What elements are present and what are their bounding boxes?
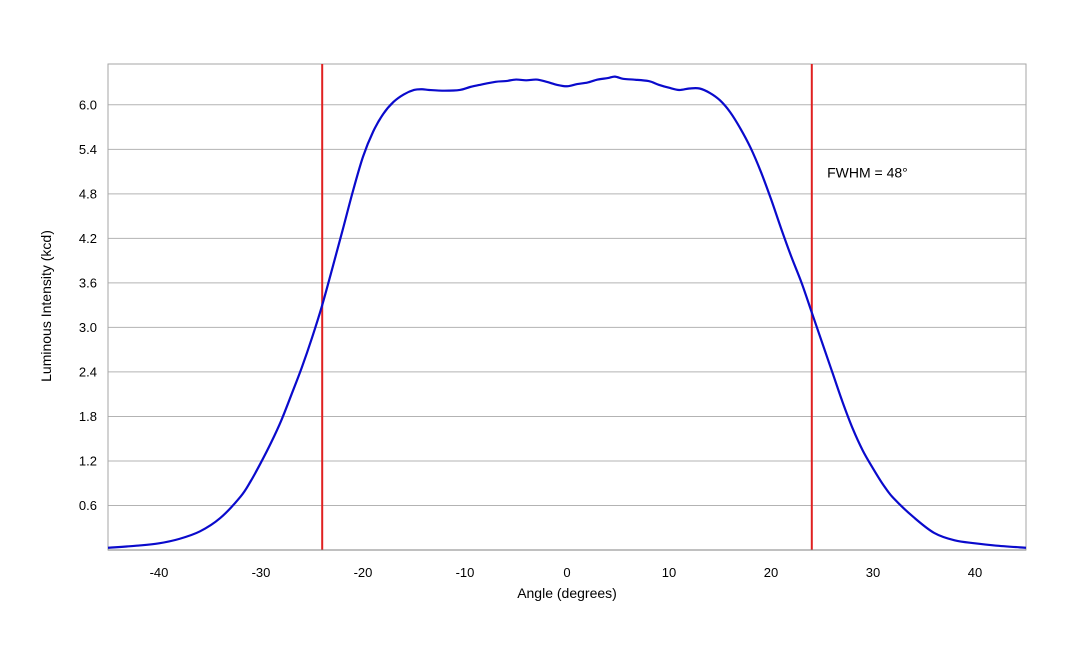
y-tick-label: 2.4 [79,364,97,379]
x-tick-label: -10 [456,565,475,580]
y-tick-label: 6.0 [79,97,97,112]
y-tick-label: 3.0 [79,320,97,335]
x-ticks: -40 -30 -20 -10 0 10 20 30 40 [150,565,983,580]
x-tick-label: -40 [150,565,169,580]
annotations: FWHM = 48° [827,165,908,181]
y-tick-label: 1.8 [79,409,97,424]
y-tick-label: 0.6 [79,498,97,513]
fwhm-annotation: FWHM = 48° [827,165,908,181]
x-tick-label: 40 [968,565,982,580]
y-tick-label: 5.4 [79,142,97,157]
y-tick-label: 3.6 [79,275,97,290]
x-tick-label: -30 [252,565,271,580]
y-axis-title: Luminous Intensity (kcd) [38,230,54,382]
y-tick-label: 4.2 [79,231,97,246]
y-tick-label: 4.8 [79,186,97,201]
x-tick-label: 10 [662,565,676,580]
x-tick-label: 0 [563,565,570,580]
plot-frame [107,63,1027,551]
x-tick-label: 20 [764,565,778,580]
y-ticks: 0.6 1.2 1.8 2.4 3.0 3.6 4.2 4.8 5.4 6.0 [79,97,97,513]
y-tick-label: 1.2 [79,453,97,468]
fwhm-markers [321,64,813,550]
x-tick-label: 30 [866,565,880,580]
x-axis-title: Angle (degrees) [517,585,617,601]
x-tick-label: -20 [354,565,373,580]
series-line [107,75,1027,549]
